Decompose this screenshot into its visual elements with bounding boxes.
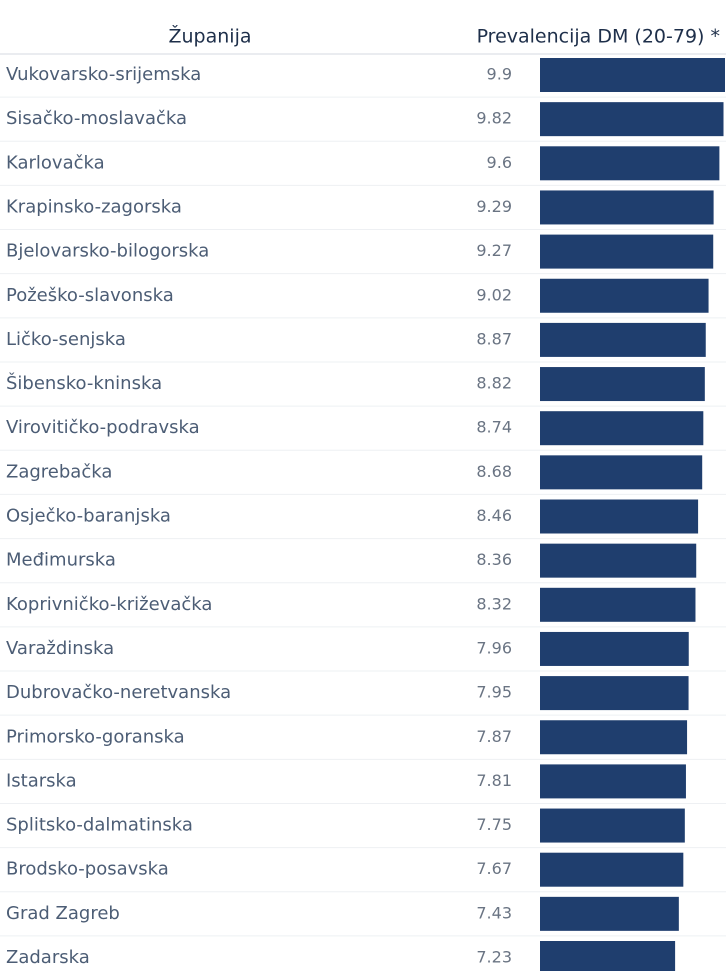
value-label: 8.74 [476,418,512,437]
category-label: Zadarska [6,947,90,968]
category-label: Zagrebačka [6,461,112,482]
category-label: Međimurska [6,550,116,571]
value-label: 8.87 [476,329,512,348]
value-label: 7.96 [476,638,512,657]
bar [540,190,714,225]
category-label: Sisačko-moslavačka [6,108,187,129]
category-label: Primorsko-goranska [6,726,185,747]
bar [540,146,720,181]
bar [540,896,679,931]
bar [540,720,688,755]
value-label: 8.46 [476,506,512,525]
bar [540,367,705,402]
bar [540,278,709,313]
bar [540,852,684,887]
value-label: 7.95 [476,683,512,702]
value-label: 7.81 [476,771,512,790]
column-header: Županija [168,25,251,48]
bar [540,322,706,357]
value-label: 7.75 [476,815,512,834]
bar [540,676,689,711]
bar [540,455,703,490]
category-label: Brodsko-posavska [6,859,169,880]
bar [540,587,696,622]
value-label: 9.82 [476,109,512,128]
bar [540,102,724,137]
value-label: 8.68 [476,462,512,481]
bar [540,499,699,534]
category-label: Osječko-baranjska [6,506,171,527]
bar [540,631,689,666]
category-label: Krapinsko-zagorska [6,196,182,217]
category-label: Bjelovarsko-bilogorska [6,241,209,262]
value-label: 8.36 [476,550,512,569]
category-label: Virovitičko-podravska [6,417,200,438]
value-label: 7.67 [476,859,512,878]
bar [540,411,704,446]
value-label: 9.27 [476,241,512,260]
bar [540,808,685,843]
value-label: 8.32 [476,594,512,613]
category-label: Dubrovačko-neretvanska [6,682,231,703]
category-label: Istarska [6,770,77,791]
bar [540,941,676,975]
value-label: 9.9 [487,65,512,84]
value-label: 7.87 [476,727,512,746]
value-label: 9.29 [476,197,512,216]
category-label: Ličko-senjska [6,329,126,350]
category-label: Koprivničko-križevačka [6,594,212,615]
bar [540,58,725,92]
category-label: Varaždinska [6,638,114,659]
value-label: 9.02 [476,285,512,304]
bar [540,764,686,799]
value-label: 7.23 [476,948,512,967]
value-label: 7.43 [476,903,512,922]
bar [540,543,697,578]
category-label: Požeško-slavonska [6,285,174,306]
column-header: Prevalencija DM (20-79) * [477,26,720,48]
value-label: 9.6 [487,153,512,172]
category-label: Grad Zagreb [6,903,120,924]
value-label: 8.82 [476,374,512,393]
bar [540,234,714,269]
category-label: Karlovačka [6,152,105,173]
category-label: Šibensko-kninska [6,372,162,394]
category-label: Vukovarsko-srijemska [6,64,201,85]
category-label: Splitsko-dalmatinska [6,815,193,836]
